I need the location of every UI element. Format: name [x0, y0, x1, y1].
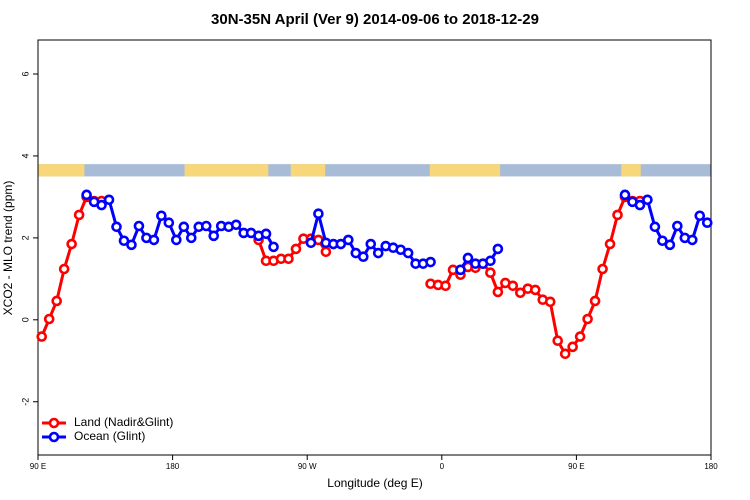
data-point: [335, 238, 347, 250]
data-point: [634, 199, 646, 211]
y-tick-label: 6: [20, 71, 30, 76]
data-point: [305, 237, 317, 249]
data-point: [43, 313, 55, 325]
data-point: [313, 208, 324, 220]
data-point: [118, 235, 130, 247]
data-point: [612, 209, 623, 221]
data-point: [156, 210, 167, 222]
data-point: [485, 267, 496, 278]
data-point: [230, 219, 242, 231]
x-axis-label: Longitude (deg E): [327, 476, 422, 490]
land-strip: [290, 164, 326, 177]
data-point: [604, 238, 616, 250]
data-point: [185, 232, 197, 244]
data-point: [425, 256, 436, 268]
data-point: [462, 252, 474, 264]
x-tick-label: 90 E: [568, 462, 584, 471]
data-point: [574, 331, 586, 342]
series-line: [40, 194, 640, 357]
legend-label: Ocean (Glint): [74, 429, 145, 443]
data-point: [672, 220, 683, 232]
data-point: [515, 287, 526, 299]
y-tick-label: 2: [20, 235, 30, 240]
y-tick-label: 4: [20, 153, 30, 158]
data-point: [111, 221, 122, 233]
x-tick-label: 90 W: [298, 462, 317, 471]
data-point: [559, 348, 571, 360]
land-strip: [429, 164, 501, 177]
land-strip: [184, 164, 269, 177]
data-point: [455, 264, 466, 276]
data-point: [163, 217, 175, 229]
x-tick-label: 180: [704, 462, 718, 471]
data-point: [66, 238, 77, 250]
data-point: [485, 255, 496, 267]
data-point: [357, 251, 369, 263]
data-point: [402, 247, 414, 259]
data-point: [552, 335, 564, 347]
data-point: [343, 234, 354, 246]
data-point: [649, 221, 661, 233]
data-point: [365, 238, 377, 250]
y-axis-label: XCO2 - MLO trend (ppm): [1, 181, 15, 316]
data-point: [268, 241, 279, 253]
data-point: [96, 199, 107, 211]
data-point: [148, 234, 160, 246]
data-point: [701, 217, 713, 229]
legend-marker: [48, 431, 60, 443]
data-point: [320, 246, 332, 258]
y-tick-label: -2: [20, 398, 30, 406]
plot-frame: [37, 39, 712, 456]
data-point: [81, 189, 92, 201]
data-point: [582, 313, 593, 325]
data-point: [544, 296, 556, 308]
x-tick-label: 90 E: [30, 462, 46, 471]
data-point: [492, 286, 504, 298]
data-point: [103, 194, 115, 206]
data-point: [51, 295, 62, 307]
data-point: [589, 295, 601, 307]
data-point: [372, 247, 384, 259]
data-point: [694, 210, 706, 222]
data-point: [290, 243, 302, 255]
land-strip: [621, 164, 641, 177]
data-point: [283, 253, 294, 265]
data-point: [492, 243, 504, 255]
data-point: [260, 228, 272, 240]
land-strip: [38, 164, 85, 177]
data-point: [133, 220, 145, 232]
data-point: [597, 263, 608, 275]
data-point: [657, 235, 668, 247]
data-point: [529, 284, 541, 296]
x-tick-label: 0: [440, 462, 445, 471]
data-point: [664, 239, 676, 251]
data-point: [73, 209, 85, 221]
data-point: [171, 234, 182, 246]
y-tick-label: 0: [20, 317, 30, 322]
chart-title: 30N-35N April (Ver 9) 2014-09-06 to 2018…: [211, 11, 539, 28]
legend-label: Land (Nadir&Glint): [74, 415, 173, 429]
data-point: [200, 220, 212, 232]
data-point: [567, 341, 578, 353]
data-point: [178, 221, 190, 233]
data-point: [58, 263, 70, 275]
data-point: [619, 189, 631, 201]
data-point: [687, 234, 698, 246]
data-point: [507, 280, 519, 292]
data-point: [208, 230, 220, 242]
data-point: [440, 280, 451, 292]
data-point: [36, 331, 48, 342]
data-point: [126, 239, 137, 251]
legend-marker: [48, 417, 60, 429]
ocean-strip: [38, 164, 711, 177]
data-point: [642, 194, 653, 206]
x-tick-label: 180: [166, 462, 180, 471]
